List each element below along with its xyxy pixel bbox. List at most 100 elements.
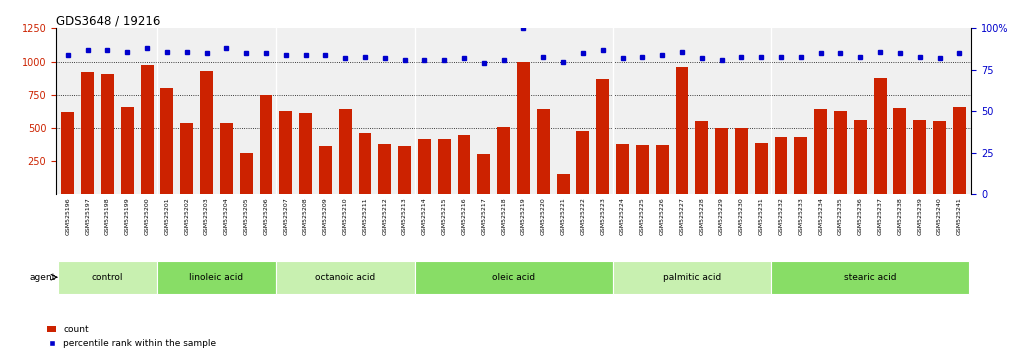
Bar [299, 113, 312, 194]
Text: GSM525231: GSM525231 [759, 198, 764, 235]
Text: GSM525212: GSM525212 [382, 198, 387, 235]
Bar [953, 107, 966, 194]
Text: GSM525213: GSM525213 [402, 198, 407, 235]
Bar [616, 144, 629, 194]
Bar [755, 143, 768, 194]
Bar [339, 109, 352, 194]
Text: GSM525210: GSM525210 [343, 198, 348, 235]
Bar [161, 88, 173, 194]
Text: GSM525205: GSM525205 [244, 198, 248, 235]
Text: GSM525197: GSM525197 [85, 198, 91, 235]
Bar [157, 261, 276, 294]
Text: palmitic acid: palmitic acid [663, 273, 721, 282]
Bar [537, 109, 550, 194]
Text: GSM525234: GSM525234 [818, 198, 823, 235]
Text: GSM525229: GSM525229 [719, 198, 724, 235]
Text: GSM525196: GSM525196 [65, 198, 70, 235]
Bar [497, 127, 511, 194]
Text: GSM525207: GSM525207 [284, 198, 288, 235]
Text: GSM525241: GSM525241 [957, 198, 962, 235]
Text: GSM525217: GSM525217 [481, 198, 486, 235]
Text: GSM525228: GSM525228 [700, 198, 705, 235]
Bar [596, 79, 609, 194]
Text: GSM525206: GSM525206 [263, 198, 268, 235]
Text: stearic acid: stearic acid [844, 273, 896, 282]
Text: GSM525204: GSM525204 [224, 198, 229, 235]
Text: GSM525227: GSM525227 [679, 198, 684, 235]
Bar [612, 261, 771, 294]
Bar [378, 144, 392, 194]
Bar [101, 74, 114, 194]
Text: GSM525223: GSM525223 [600, 198, 605, 235]
Text: GSM525226: GSM525226 [660, 198, 665, 235]
Text: GSM525239: GSM525239 [917, 198, 922, 235]
Text: octanoic acid: octanoic acid [315, 273, 375, 282]
Bar [418, 139, 431, 194]
Text: GSM525215: GSM525215 [441, 198, 446, 235]
Bar [834, 110, 847, 194]
Text: GSM525237: GSM525237 [878, 198, 883, 235]
Text: GSM525240: GSM525240 [937, 198, 942, 235]
Bar [933, 121, 946, 194]
Bar [517, 62, 530, 194]
Text: GSM525221: GSM525221 [560, 198, 565, 235]
Bar [854, 120, 866, 194]
Bar [771, 261, 969, 294]
Bar [735, 128, 747, 194]
Bar [815, 109, 827, 194]
Text: GSM525200: GSM525200 [144, 198, 149, 235]
Text: GDS3648 / 19216: GDS3648 / 19216 [56, 14, 161, 27]
Text: GSM525201: GSM525201 [165, 198, 170, 235]
Text: GSM525208: GSM525208 [303, 198, 308, 235]
Bar [81, 72, 94, 194]
Bar [556, 174, 570, 194]
Text: oleic acid: oleic acid [492, 273, 535, 282]
Text: GSM525224: GSM525224 [620, 198, 625, 235]
Text: GSM525232: GSM525232 [779, 198, 783, 235]
Bar [775, 137, 787, 194]
Text: GSM525233: GSM525233 [798, 198, 803, 235]
Text: GSM525219: GSM525219 [521, 198, 526, 235]
Text: GSM525225: GSM525225 [640, 198, 645, 235]
Bar [874, 78, 887, 194]
Bar [200, 71, 213, 194]
Bar [415, 261, 612, 294]
Text: GSM525218: GSM525218 [501, 198, 506, 235]
Bar [913, 120, 926, 194]
Bar [220, 123, 233, 194]
Text: GSM525220: GSM525220 [541, 198, 546, 235]
Bar [121, 107, 133, 194]
Text: GSM525211: GSM525211 [362, 198, 367, 235]
Text: GSM525216: GSM525216 [462, 198, 467, 235]
Text: GSM525198: GSM525198 [105, 198, 110, 235]
Bar [240, 153, 252, 194]
Text: linoleic acid: linoleic acid [189, 273, 243, 282]
Legend: count, percentile rank within the sample: count, percentile rank within the sample [45, 323, 219, 349]
Bar [280, 111, 292, 194]
Bar [894, 108, 906, 194]
Text: GSM525222: GSM525222 [581, 198, 586, 235]
Bar [656, 145, 668, 194]
Text: GSM525214: GSM525214 [422, 198, 427, 235]
Bar [675, 67, 689, 194]
Bar [58, 261, 157, 294]
Text: agent: agent [29, 273, 56, 282]
Bar [715, 128, 728, 194]
Bar [696, 121, 708, 194]
Bar [61, 112, 74, 194]
Bar [319, 147, 332, 194]
Bar [636, 145, 649, 194]
Bar [458, 135, 471, 194]
Bar [399, 146, 411, 194]
Bar [577, 131, 590, 194]
Text: GSM525235: GSM525235 [838, 198, 843, 235]
Text: GSM525202: GSM525202 [184, 198, 189, 235]
Bar [276, 261, 415, 294]
Bar [180, 122, 193, 194]
Bar [794, 137, 807, 194]
Text: GSM525199: GSM525199 [125, 198, 130, 235]
Bar [259, 95, 273, 194]
Text: GSM525209: GSM525209 [322, 198, 327, 235]
Text: GSM525236: GSM525236 [857, 198, 862, 235]
Text: GSM525203: GSM525203 [204, 198, 210, 235]
